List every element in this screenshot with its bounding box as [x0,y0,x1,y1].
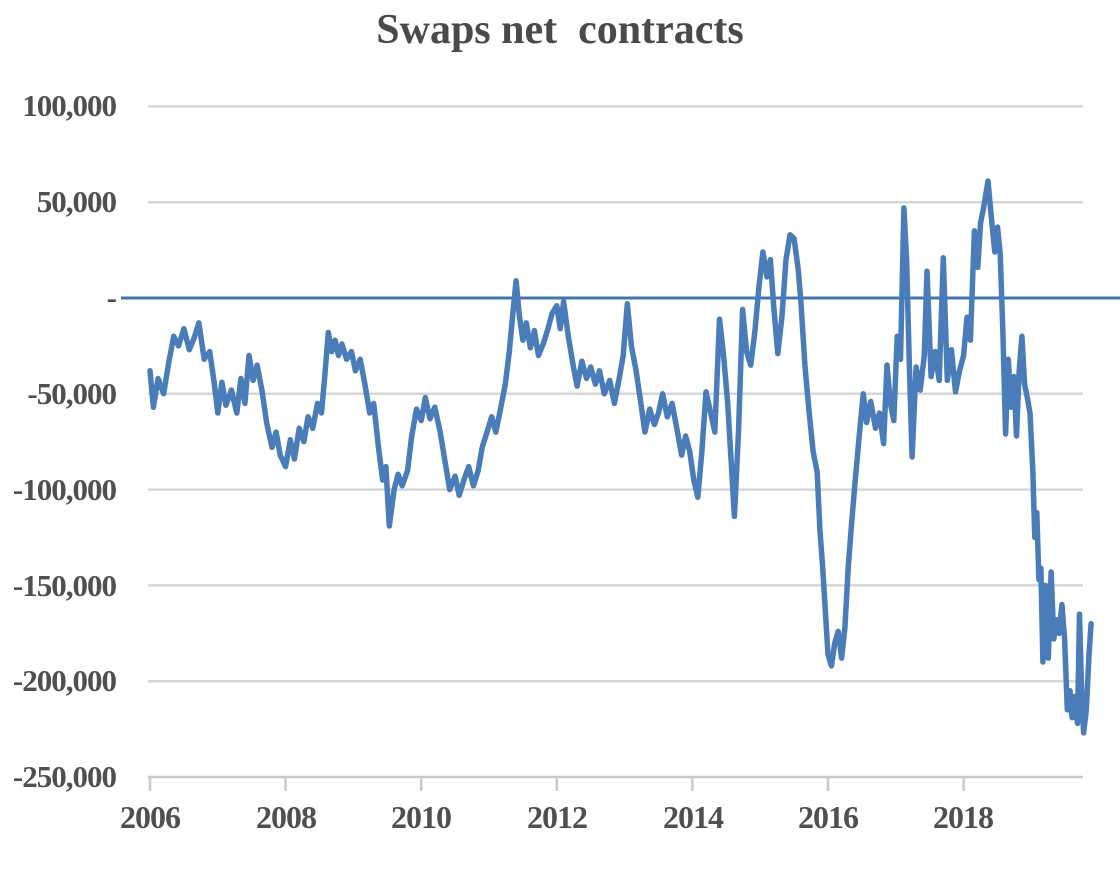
x-tick-label-2006: 2006 [120,799,181,835]
y-tick-label-zero: - [106,280,117,315]
y-tick-label-m50000: -50,000 [27,376,117,411]
chart-title: Swaps net contracts [376,7,744,53]
y-tick-label-m200000: -200,000 [12,663,117,698]
x-tick-label-2016: 2016 [798,799,859,835]
x-tick-label-2010: 2010 [391,799,452,835]
y-tick-label-m250000: -250,000 [12,759,117,794]
x-tick-label-2008: 2008 [256,799,317,835]
y-tick-label-100000: 100,000 [22,88,117,123]
x-axis-line-and-ticks [148,777,965,791]
swaps-net-contracts-series-line [147,178,1094,736]
x-tick-label-2014: 2014 [663,799,724,835]
x-tick-label-2012: 2012 [527,799,588,835]
y-tick-label-50000: 50,000 [36,184,117,219]
y-tick-label-m150000: -150,000 [12,568,117,603]
y-tick-label-m100000: -100,000 [12,472,117,507]
x-tick-label-2018: 2018 [933,799,994,835]
